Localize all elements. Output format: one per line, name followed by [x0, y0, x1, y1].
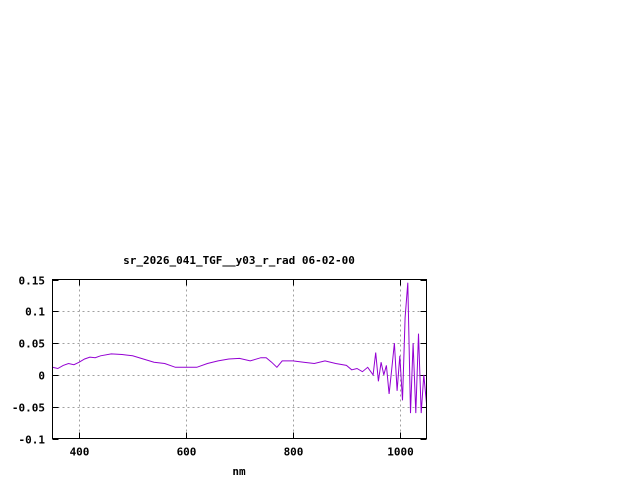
y-tick-label: 0: [38, 370, 45, 383]
x-tick-label: 400: [70, 446, 90, 459]
series-line: [52, 282, 427, 414]
x-axis-label: nm: [232, 465, 246, 478]
y-tick-label: -0.05: [12, 402, 45, 415]
y-tick-label: 0.1: [25, 306, 45, 319]
y-tick-label: 0.05: [19, 338, 46, 351]
ticks: 400 600 800 1000 -0.1 -0.05 0 0.05 0.1 0.15: [12, 275, 427, 459]
plot-border: [52, 279, 427, 439]
x-tick-label: 600: [177, 446, 197, 459]
y-tick-label: -0.1: [19, 434, 46, 447]
x-tick-label: 800: [284, 446, 304, 459]
chart-title: sr_2026_041_TGF__y03_r_rad 06-02-00: [123, 254, 355, 267]
grid: [52, 279, 427, 439]
y-tick-label: 0.15: [19, 275, 46, 288]
x-tick-label: 1000: [387, 446, 414, 459]
